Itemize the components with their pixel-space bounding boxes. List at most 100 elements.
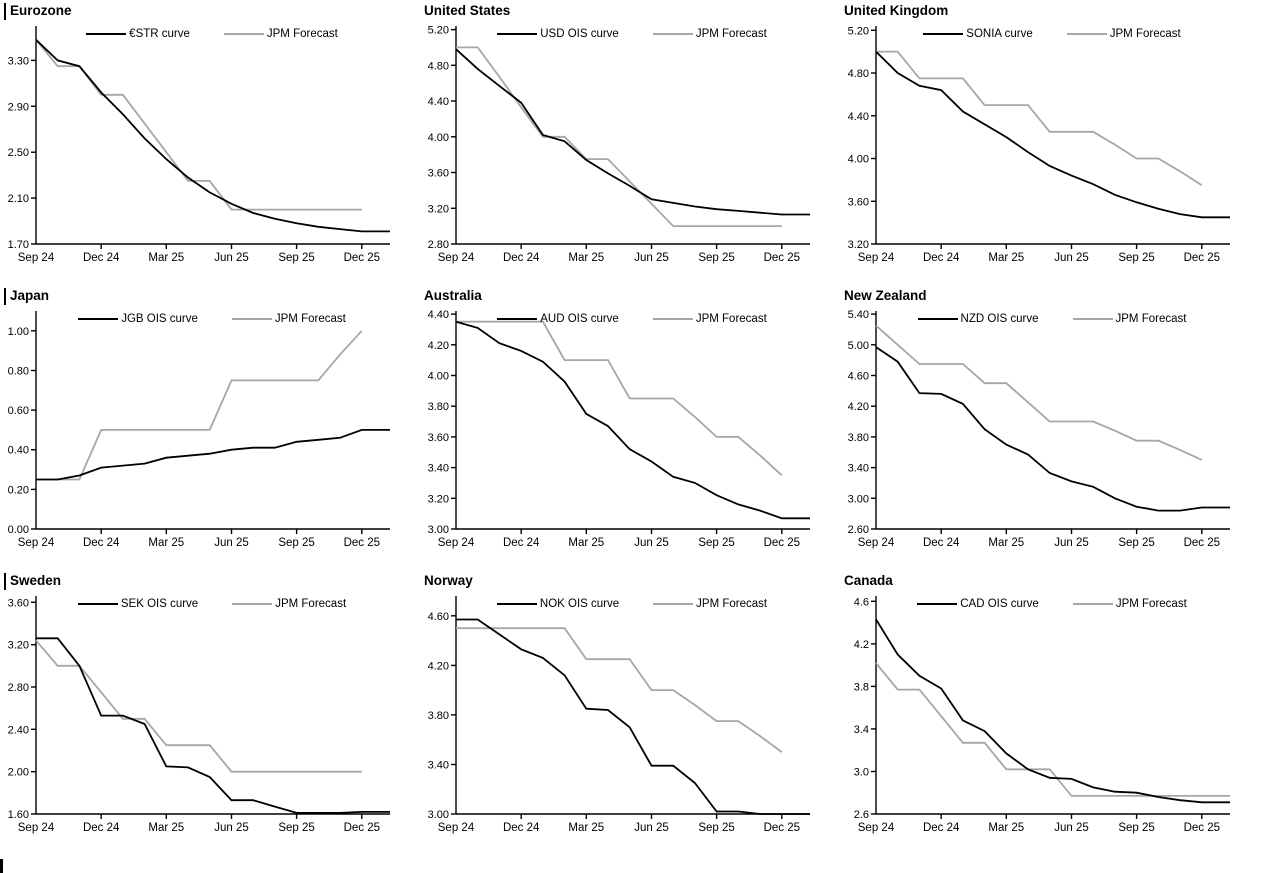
svg-text:Jun 25: Jun 25 <box>1054 822 1089 834</box>
chart-title: Canada <box>840 571 1264 590</box>
section-bar <box>4 2 6 20</box>
svg-text:0.20: 0.20 <box>8 484 29 496</box>
svg-text:Mar 25: Mar 25 <box>988 822 1024 834</box>
svg-text:Sep 24: Sep 24 <box>858 537 895 549</box>
svg-text:3.80: 3.80 <box>428 401 449 413</box>
svg-text:4.00: 4.00 <box>428 371 449 383</box>
svg-text:0.00: 0.00 <box>8 524 29 536</box>
svg-text:Jun 25: Jun 25 <box>1054 537 1089 549</box>
svg-text:Sep 25: Sep 25 <box>698 537 734 549</box>
plot-area: 3.20 3.60 4.00 4.40 4.80 5.20 Sep 24 Dec 24 Mar … <box>840 20 1252 268</box>
chart-title-text: United States <box>424 3 511 18</box>
section-bar <box>4 572 6 590</box>
svg-text:2.40: 2.40 <box>8 724 29 736</box>
svg-text:Dec 24: Dec 24 <box>923 822 960 834</box>
svg-text:Dec 24: Dec 24 <box>503 822 540 834</box>
svg-text:Dec 24: Dec 24 <box>83 537 120 549</box>
svg-text:Sep 24: Sep 24 <box>858 252 895 264</box>
svg-text:Dec 25: Dec 25 <box>764 822 800 834</box>
svg-text:2.6: 2.6 <box>854 809 869 821</box>
svg-text:Sep 25: Sep 25 <box>698 822 734 834</box>
svg-text:Mar 25: Mar 25 <box>988 537 1024 549</box>
chart-new-zealand: New Zealand 2.60 3.00 3.40 3.80 4.20 4.60 5.00… <box>840 285 1264 570</box>
plot-area: 1.60 2.00 2.40 2.80 3.20 3.60 Sep 24 Dec 24 Mar … <box>0 590 412 838</box>
svg-text:Jun 25: Jun 25 <box>214 537 249 549</box>
svg-text:4.40: 4.40 <box>848 111 869 123</box>
svg-text:5.40: 5.40 <box>848 309 869 321</box>
svg-text:2.80: 2.80 <box>428 239 449 251</box>
svg-text:2.60: 2.60 <box>848 524 869 536</box>
chart-title: New Zealand <box>840 286 1264 305</box>
svg-text:4.20: 4.20 <box>428 340 449 352</box>
svg-text:3.4: 3.4 <box>854 724 869 736</box>
svg-text:Dec 25: Dec 25 <box>344 252 380 264</box>
line-chart: 3.00 3.20 3.40 3.60 3.80 4.00 4.20 4.40 Sep 24 De… <box>428 309 810 549</box>
line-chart: 2.6 3.0 3.4 3.8 4.2 4.6 Sep 24 Dec 24 Mar 25 Jun … <box>854 596 1230 834</box>
svg-text:0.80: 0.80 <box>8 366 29 378</box>
plot-area: 1.70 2.10 2.50 2.90 3.30 Sep 24 Dec 24 Mar 25 Ju… <box>0 20 412 268</box>
chart-title: Sweden <box>0 571 420 590</box>
line-chart: 3.00 3.40 3.80 4.20 4.60 Sep 24 Dec 24 Mar 25 Ju… <box>428 596 810 834</box>
svg-text:5.20: 5.20 <box>428 25 449 37</box>
chart-norway: Norway 3.00 3.40 3.80 4.20 4.60 Sep 24 Dec 24 M… <box>420 570 840 873</box>
chart-title-text: Australia <box>424 288 482 303</box>
svg-text:4.20: 4.20 <box>428 660 449 672</box>
svg-text:2.90: 2.90 <box>8 101 29 113</box>
svg-text:3.60: 3.60 <box>428 432 449 444</box>
line-chart: 1.70 2.10 2.50 2.90 3.30 Sep 24 Dec 24 Mar 25 Ju… <box>8 26 390 264</box>
svg-text:Mar 25: Mar 25 <box>568 822 604 834</box>
svg-text:Jun 25: Jun 25 <box>634 537 669 549</box>
plot-area: 3.00 3.40 3.80 4.20 4.60 Sep 24 Dec 24 Mar 25 Ju… <box>420 590 832 838</box>
chart-title-text: Japan <box>10 288 50 303</box>
svg-text:3.00: 3.00 <box>848 493 869 505</box>
svg-text:Sep 24: Sep 24 <box>18 822 55 834</box>
plot-area: 0.00 0.20 0.40 0.60 0.80 1.00 Sep 24 Dec 24 Mar … <box>0 305 412 553</box>
svg-text:3.80: 3.80 <box>428 710 449 722</box>
svg-text:1.60: 1.60 <box>8 809 29 821</box>
svg-text:Mar 25: Mar 25 <box>568 252 604 264</box>
svg-text:Jun 25: Jun 25 <box>634 822 669 834</box>
svg-text:Dec 25: Dec 25 <box>764 537 800 549</box>
svg-text:4.20: 4.20 <box>848 401 869 413</box>
chart-united-kingdom: United Kingdom 3.20 3.60 4.00 4.40 4.80 5.20 S… <box>840 0 1264 285</box>
svg-text:Dec 25: Dec 25 <box>344 537 380 549</box>
chart-title: United States <box>420 1 840 20</box>
section-bar <box>4 287 6 305</box>
svg-text:Sep 24: Sep 24 <box>18 537 55 549</box>
chart-title: Australia <box>420 286 840 305</box>
line-chart: 2.60 3.00 3.40 3.80 4.20 4.60 5.00 5.40 Sep 24 De… <box>848 309 1230 549</box>
svg-text:Sep 25: Sep 25 <box>1118 822 1154 834</box>
svg-text:2.80: 2.80 <box>8 682 29 694</box>
svg-text:Dec 25: Dec 25 <box>344 822 380 834</box>
svg-text:Mar 25: Mar 25 <box>988 252 1024 264</box>
svg-text:3.60: 3.60 <box>848 196 869 208</box>
svg-text:Sep 25: Sep 25 <box>278 822 314 834</box>
chart-title-text: Eurozone <box>10 3 72 18</box>
chart-title-text: Norway <box>424 573 473 588</box>
svg-text:2.10: 2.10 <box>8 193 29 205</box>
svg-text:0.40: 0.40 <box>8 445 29 457</box>
svg-text:Sep 24: Sep 24 <box>438 537 475 549</box>
svg-text:3.40: 3.40 <box>428 760 449 772</box>
svg-text:4.6: 4.6 <box>854 596 869 608</box>
svg-text:3.60: 3.60 <box>8 597 29 609</box>
svg-text:Mar 25: Mar 25 <box>148 537 184 549</box>
svg-text:3.00: 3.00 <box>428 524 449 536</box>
svg-text:3.8: 3.8 <box>854 681 869 693</box>
svg-text:2.50: 2.50 <box>8 147 29 159</box>
chart-title-text: Sweden <box>10 573 62 588</box>
svg-text:1.00: 1.00 <box>8 326 29 338</box>
svg-text:Dec 24: Dec 24 <box>83 252 120 264</box>
line-chart: 2.80 3.20 3.60 4.00 4.40 4.80 5.20 Sep 24 Dec 24… <box>428 25 810 264</box>
svg-text:4.2: 4.2 <box>854 639 869 651</box>
svg-text:Jun 25: Jun 25 <box>634 252 669 264</box>
svg-text:Sep 25: Sep 25 <box>278 252 314 264</box>
svg-text:5.00: 5.00 <box>848 340 869 352</box>
svg-text:4.80: 4.80 <box>428 60 449 72</box>
svg-text:Jun 25: Jun 25 <box>1054 252 1089 264</box>
svg-text:Dec 24: Dec 24 <box>923 252 960 264</box>
svg-text:3.20: 3.20 <box>8 640 29 652</box>
svg-text:Mar 25: Mar 25 <box>568 537 604 549</box>
